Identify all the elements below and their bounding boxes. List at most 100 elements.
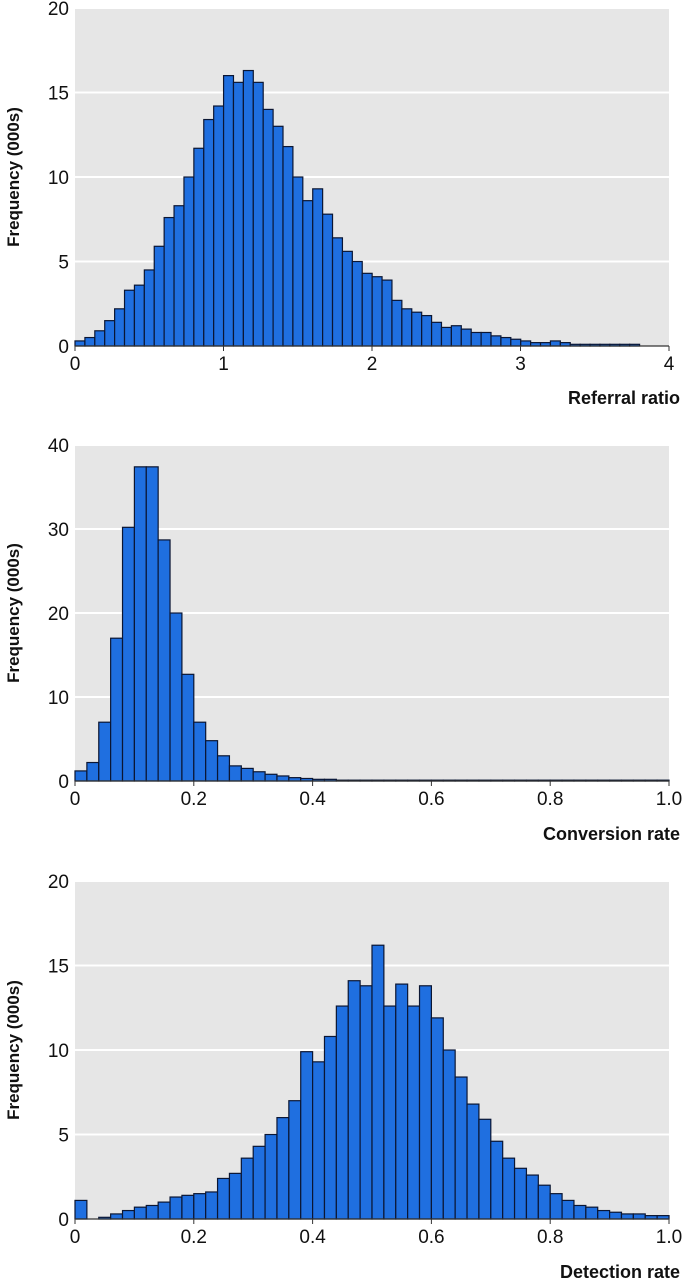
bar-detection-rate-34 [478, 1118, 492, 1220]
bar-referral-ratio-7 [143, 269, 155, 347]
bar-detection-rate-17 [276, 1116, 290, 1220]
x-tick-label-conversion-rate-0: 0 [70, 789, 81, 810]
bar-conversion-rate-9 [181, 673, 195, 782]
y-tick-label-detection-rate-4: 20 [48, 872, 69, 893]
x-ticks-conversion-rate: 0 0.2 0.4 0.6 0.8 1.0 [70, 781, 682, 810]
panel-detection-rate: 0 0.2 0.4 0.6 0.8 1.0 0 5 10 15 20 Frequency (000… [4, 872, 682, 1280]
bar-detection-rate-7 [157, 1201, 171, 1220]
bar-detection-rate-9 [181, 1194, 195, 1220]
bar-detection-rate-45 [608, 1211, 623, 1220]
bar-referral-ratio-2 [94, 330, 106, 347]
x-axis-title-conversion-rate: Conversion rate [543, 824, 680, 844]
bars-referral-ratio [74, 69, 641, 347]
y-tick-label-referral-ratio-0: 0 [58, 337, 69, 358]
bar-detection-rate-3 [110, 1213, 124, 1220]
x-tick-label-detection-rate-2: 0.4 [299, 1227, 326, 1248]
y-tick-label-detection-rate-0: 0 [58, 1210, 69, 1231]
bar-detection-rate-16 [264, 1133, 278, 1220]
bar-referral-ratio-23 [302, 200, 314, 347]
y-tick-label-referral-ratio-4: 20 [48, 0, 69, 20]
bar-referral-ratio-12 [193, 147, 205, 347]
bar-detection-rate-5 [133, 1206, 147, 1220]
x-tick-label-referral-ratio-2: 2 [367, 354, 378, 375]
bar-referral-ratio-27 [341, 250, 353, 347]
bar-conversion-rate-2 [98, 721, 112, 782]
bar-detection-rate-30 [430, 1017, 444, 1220]
bar-detection-rate-4 [121, 1209, 135, 1220]
x-axis-title-referral-ratio: Referral ratio [568, 388, 680, 408]
panel-conversion-rate: 0 0.2 0.4 0.6 0.8 1.0 0 10 20 30 40 Frequency (00… [4, 436, 682, 844]
x-tick-label-conversion-rate-3: 0.6 [418, 789, 444, 810]
bar-conversion-rate-15 [252, 771, 266, 782]
x-tick-label-conversion-rate-4: 0.8 [537, 789, 563, 810]
y-tick-label-conversion-rate-3: 30 [48, 520, 69, 541]
bar-referral-ratio-39 [460, 328, 472, 347]
x-tick-label-referral-ratio-3: 3 [515, 354, 526, 375]
bar-conversion-rate-8 [169, 612, 183, 782]
bar-referral-ratio-13 [203, 118, 215, 347]
x-tick-label-detection-rate-0: 0 [70, 1227, 81, 1248]
bar-detection-rate-36 [502, 1157, 516, 1220]
bar-detection-rate-42 [573, 1204, 587, 1220]
y-tick-label-detection-rate-3: 15 [48, 957, 69, 978]
bar-conversion-rate-1 [86, 761, 100, 782]
bar-conversion-rate-12 [216, 755, 231, 782]
bar-referral-ratio-28 [351, 260, 363, 347]
y-tick-label-detection-rate-2: 10 [48, 1041, 69, 1062]
bar-detection-rate-10 [193, 1193, 207, 1220]
bar-detection-rate-18 [288, 1100, 302, 1220]
bar-detection-rate-35 [490, 1140, 504, 1220]
bar-referral-ratio-36 [430, 321, 443, 347]
bar-detection-rate-15 [252, 1145, 266, 1220]
bar-detection-rate-33 [466, 1103, 480, 1220]
y-axis-title-referral-ratio: Frequency (000s) [4, 107, 23, 247]
bar-referral-ratio-11 [183, 176, 195, 347]
x-tick-label-referral-ratio-0: 0 [70, 354, 81, 375]
bar-referral-ratio-48 [549, 340, 561, 347]
bar-conversion-rate-11 [205, 740, 219, 782]
y-tick-label-referral-ratio-3: 15 [48, 84, 69, 105]
bar-detection-rate-23 [347, 980, 361, 1220]
bar-referral-ratio-34 [411, 311, 423, 347]
bar-detection-rate-13 [228, 1172, 242, 1220]
bar-referral-ratio-18 [252, 81, 264, 347]
bar-conversion-rate-6 [145, 466, 159, 782]
x-ticks-referral-ratio: 0 1 2 3 4 [70, 346, 675, 375]
bar-referral-ratio-6 [133, 284, 145, 347]
bar-referral-ratio-9 [163, 216, 175, 347]
bar-detection-rate-38 [525, 1174, 539, 1220]
bar-referral-ratio-42 [490, 335, 502, 347]
bar-detection-rate-39 [537, 1184, 551, 1220]
bar-conversion-rate-4 [121, 526, 135, 782]
bar-referral-ratio-24 [312, 188, 324, 347]
x-tick-label-referral-ratio-4: 4 [664, 354, 675, 375]
bar-referral-ratio-40 [470, 331, 482, 347]
bar-referral-ratio-44 [510, 338, 522, 347]
bar-conversion-rate-5 [133, 466, 147, 782]
y-axis-title-detection-rate: Frequency (000s) [4, 980, 23, 1120]
bar-referral-ratio-17 [242, 69, 254, 347]
x-axis-title-detection-rate: Detection rate [560, 1262, 680, 1280]
y-axis-title-conversion-rate: Frequency (000s) [4, 543, 23, 683]
bar-detection-rate-43 [585, 1206, 599, 1220]
bar-detection-rate-44 [597, 1209, 611, 1220]
bar-conversion-rate-14 [240, 767, 254, 782]
bar-detection-rate-11 [205, 1191, 219, 1220]
bar-detection-rate-47 [632, 1213, 646, 1220]
bar-detection-rate-24 [359, 985, 373, 1220]
bar-referral-ratio-1 [84, 336, 96, 347]
x-ticks-detection-rate: 0 0.2 0.4 0.6 0.8 1.0 [70, 1219, 682, 1248]
bar-detection-rate-28 [407, 1005, 421, 1220]
bar-detection-rate-12 [216, 1177, 231, 1220]
bar-referral-ratio-25 [322, 213, 334, 347]
bar-referral-ratio-32 [391, 299, 403, 347]
bar-detection-rate-8 [169, 1196, 183, 1220]
bar-referral-ratio-8 [153, 245, 165, 347]
bar-referral-ratio-37 [440, 326, 452, 347]
y-tick-label-conversion-rate-4: 40 [48, 436, 69, 457]
bar-referral-ratio-0 [74, 340, 86, 347]
y-ticks-conversion-rate: 0 10 20 30 40 [48, 436, 69, 793]
bar-conversion-rate-13 [228, 765, 242, 782]
bar-detection-rate-22 [335, 1005, 349, 1220]
